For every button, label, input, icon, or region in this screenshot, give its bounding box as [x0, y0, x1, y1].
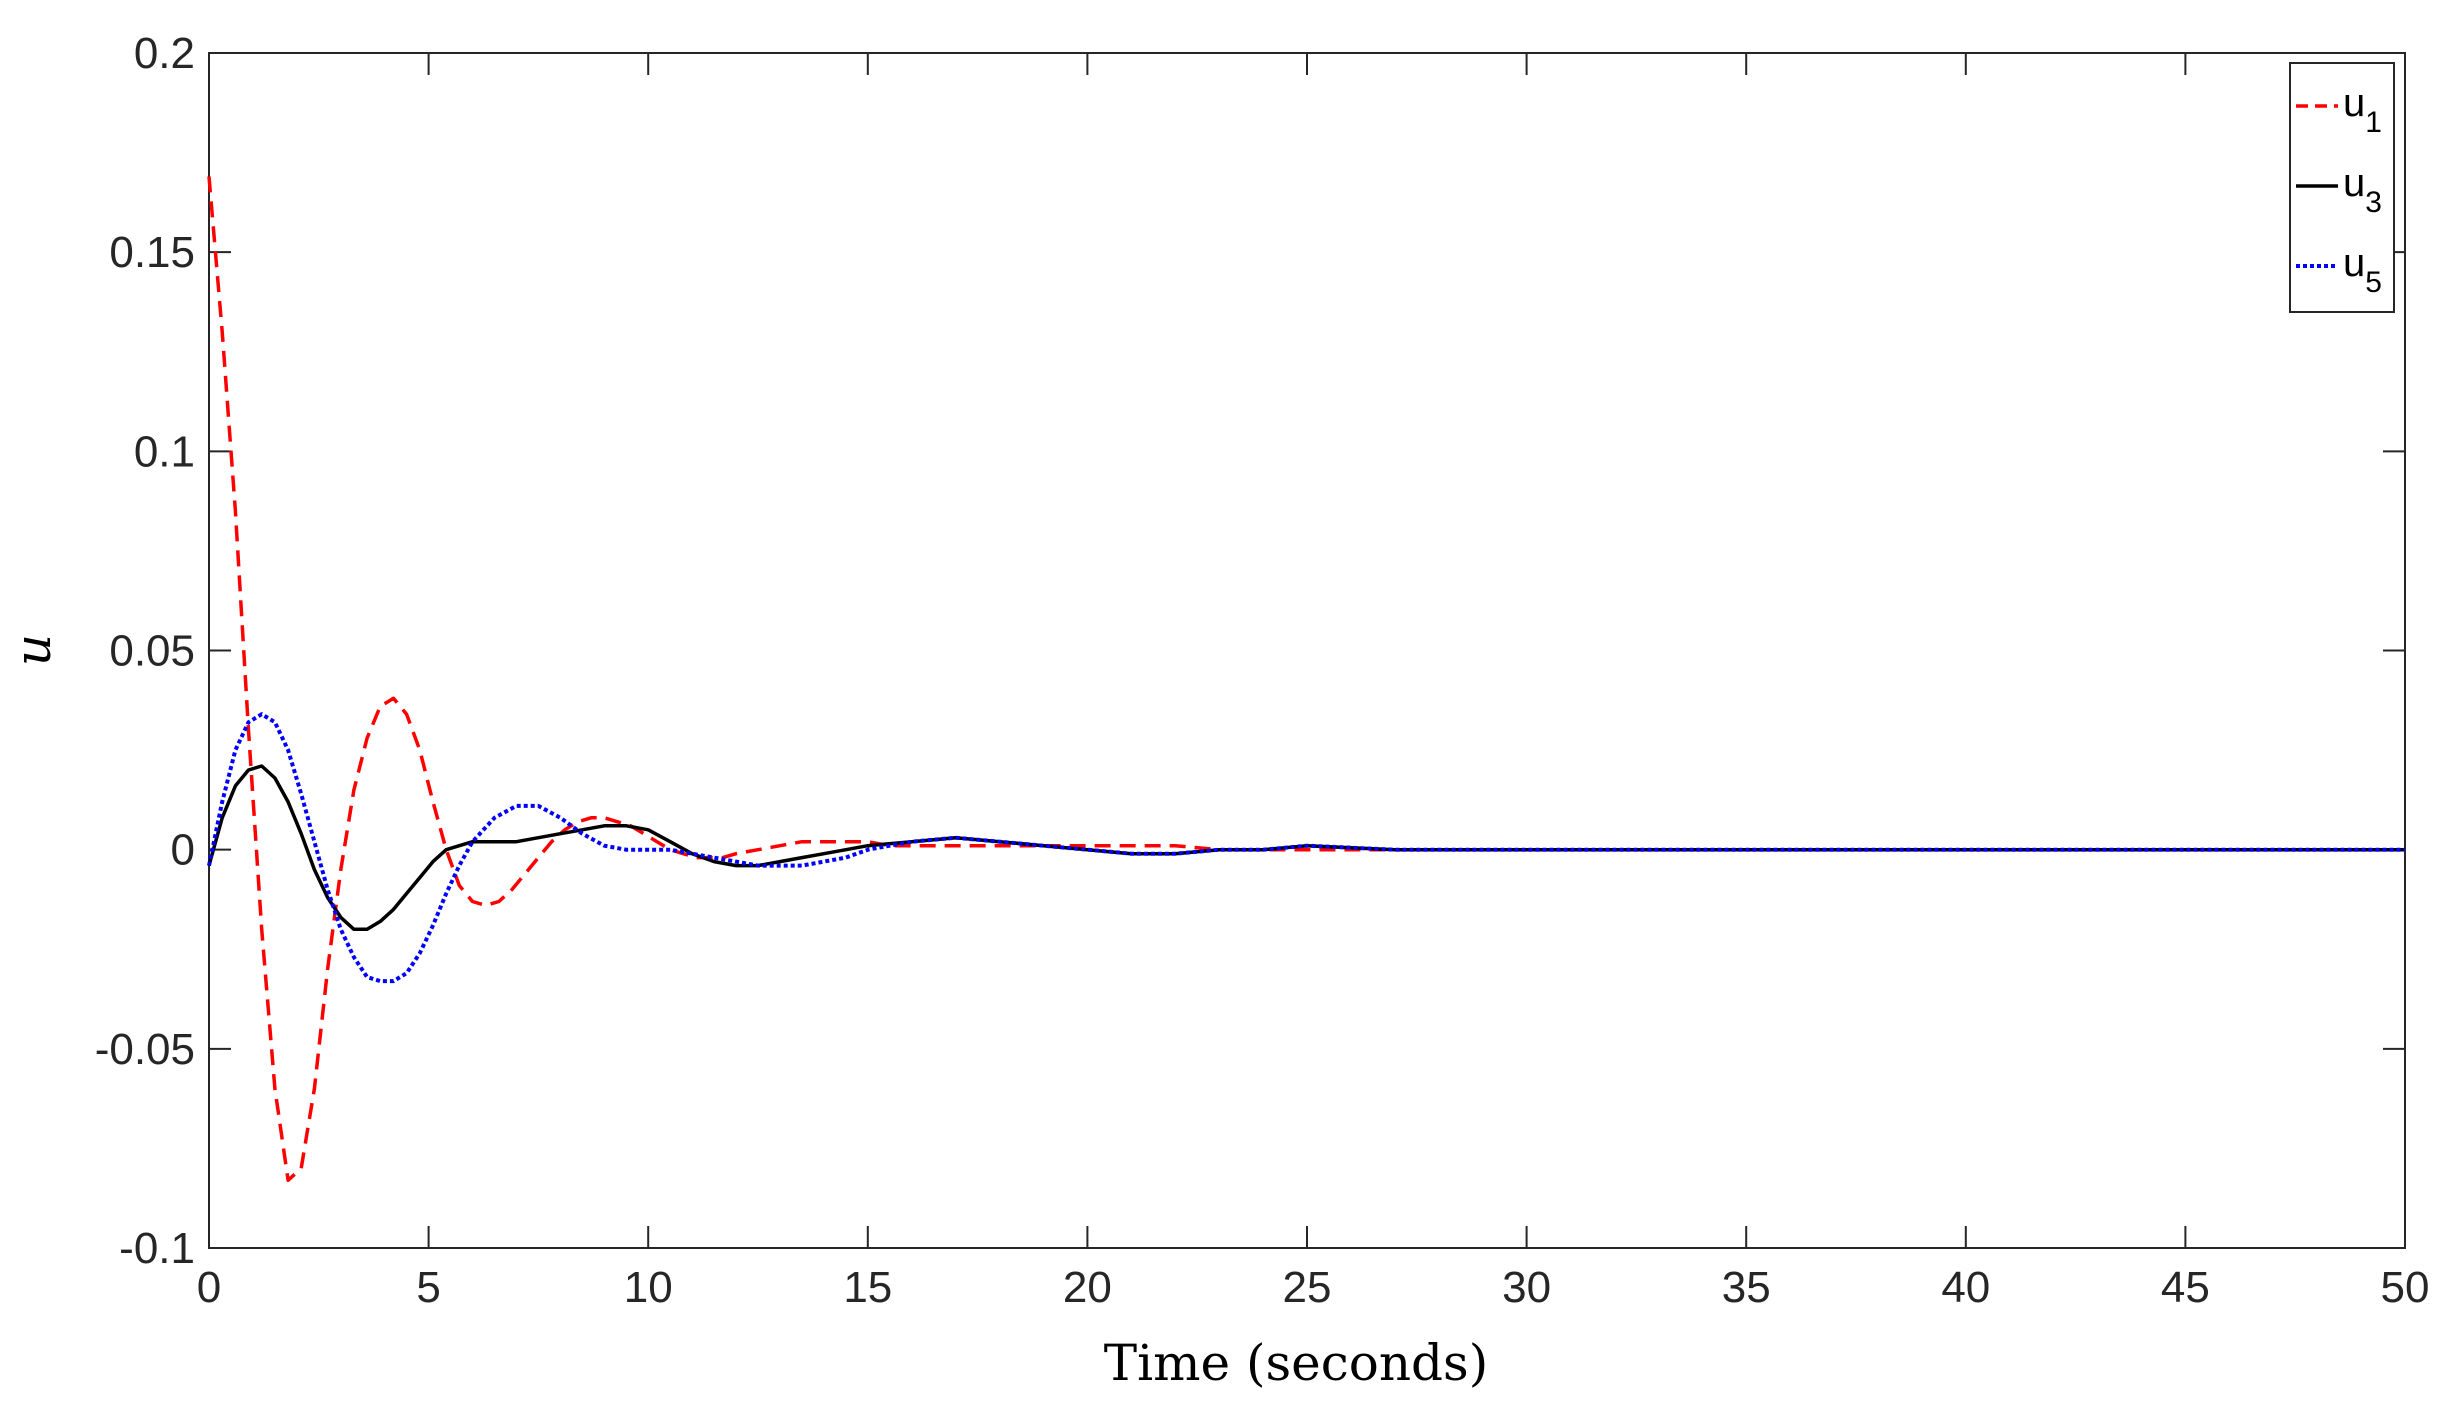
- series-line-u5: [207, 712, 2405, 984]
- x-tick-label: 45: [2161, 1263, 2210, 1312]
- x-tick-label: 10: [624, 1263, 673, 1312]
- x-tick-label: 30: [1502, 1263, 1551, 1312]
- x-tick-label: 5: [416, 1263, 440, 1312]
- legend-entry-label: u1: [2343, 81, 2382, 139]
- x-tick-label: 50: [2381, 1263, 2430, 1312]
- legend-series-subscript: 3: [2365, 186, 2382, 219]
- x-axis-label: Time (seconds): [1104, 1334, 1488, 1392]
- y-tick-label: 0.1: [134, 427, 195, 476]
- x-tick-label: 0: [197, 1263, 221, 1312]
- x-tick-label: 35: [1722, 1263, 1771, 1312]
- legend-series-subscript: 5: [2365, 266, 2382, 299]
- y-tick-label: 0.05: [109, 627, 195, 676]
- legend-series-name: u: [2343, 81, 2365, 125]
- legend-entry-label: u3: [2343, 161, 2382, 219]
- y-tick-label: 0.15: [109, 228, 195, 277]
- legend-series-subscript: 1: [2365, 106, 2382, 139]
- y-tick-label: -0.1: [119, 1224, 195, 1273]
- y-tick-label: 0.2: [134, 29, 195, 78]
- y-tick-label: -0.05: [95, 1025, 195, 1074]
- series-layer: [207, 176, 2405, 1183]
- legend-entry-label: u5: [2343, 241, 2382, 299]
- legend-series-name: u: [2343, 161, 2365, 205]
- x-tick-label: 25: [1283, 1263, 1332, 1312]
- x-tick-label: 15: [843, 1263, 892, 1312]
- y-axis-label: u: [4, 634, 62, 666]
- y-tick-label: 0: [171, 826, 195, 875]
- series-line-u1: [207, 176, 2405, 1183]
- plot-area: [208, 52, 2406, 1249]
- x-tick-label: 20: [1063, 1263, 1112, 1312]
- ticks-layer: 0 5 10 15 20 25 30 35 40 45 50-0.1-0.0500.050.10.1…: [95, 29, 2430, 1312]
- legend-series-name: u: [2343, 241, 2365, 285]
- x-tick-label: 40: [1941, 1263, 1990, 1312]
